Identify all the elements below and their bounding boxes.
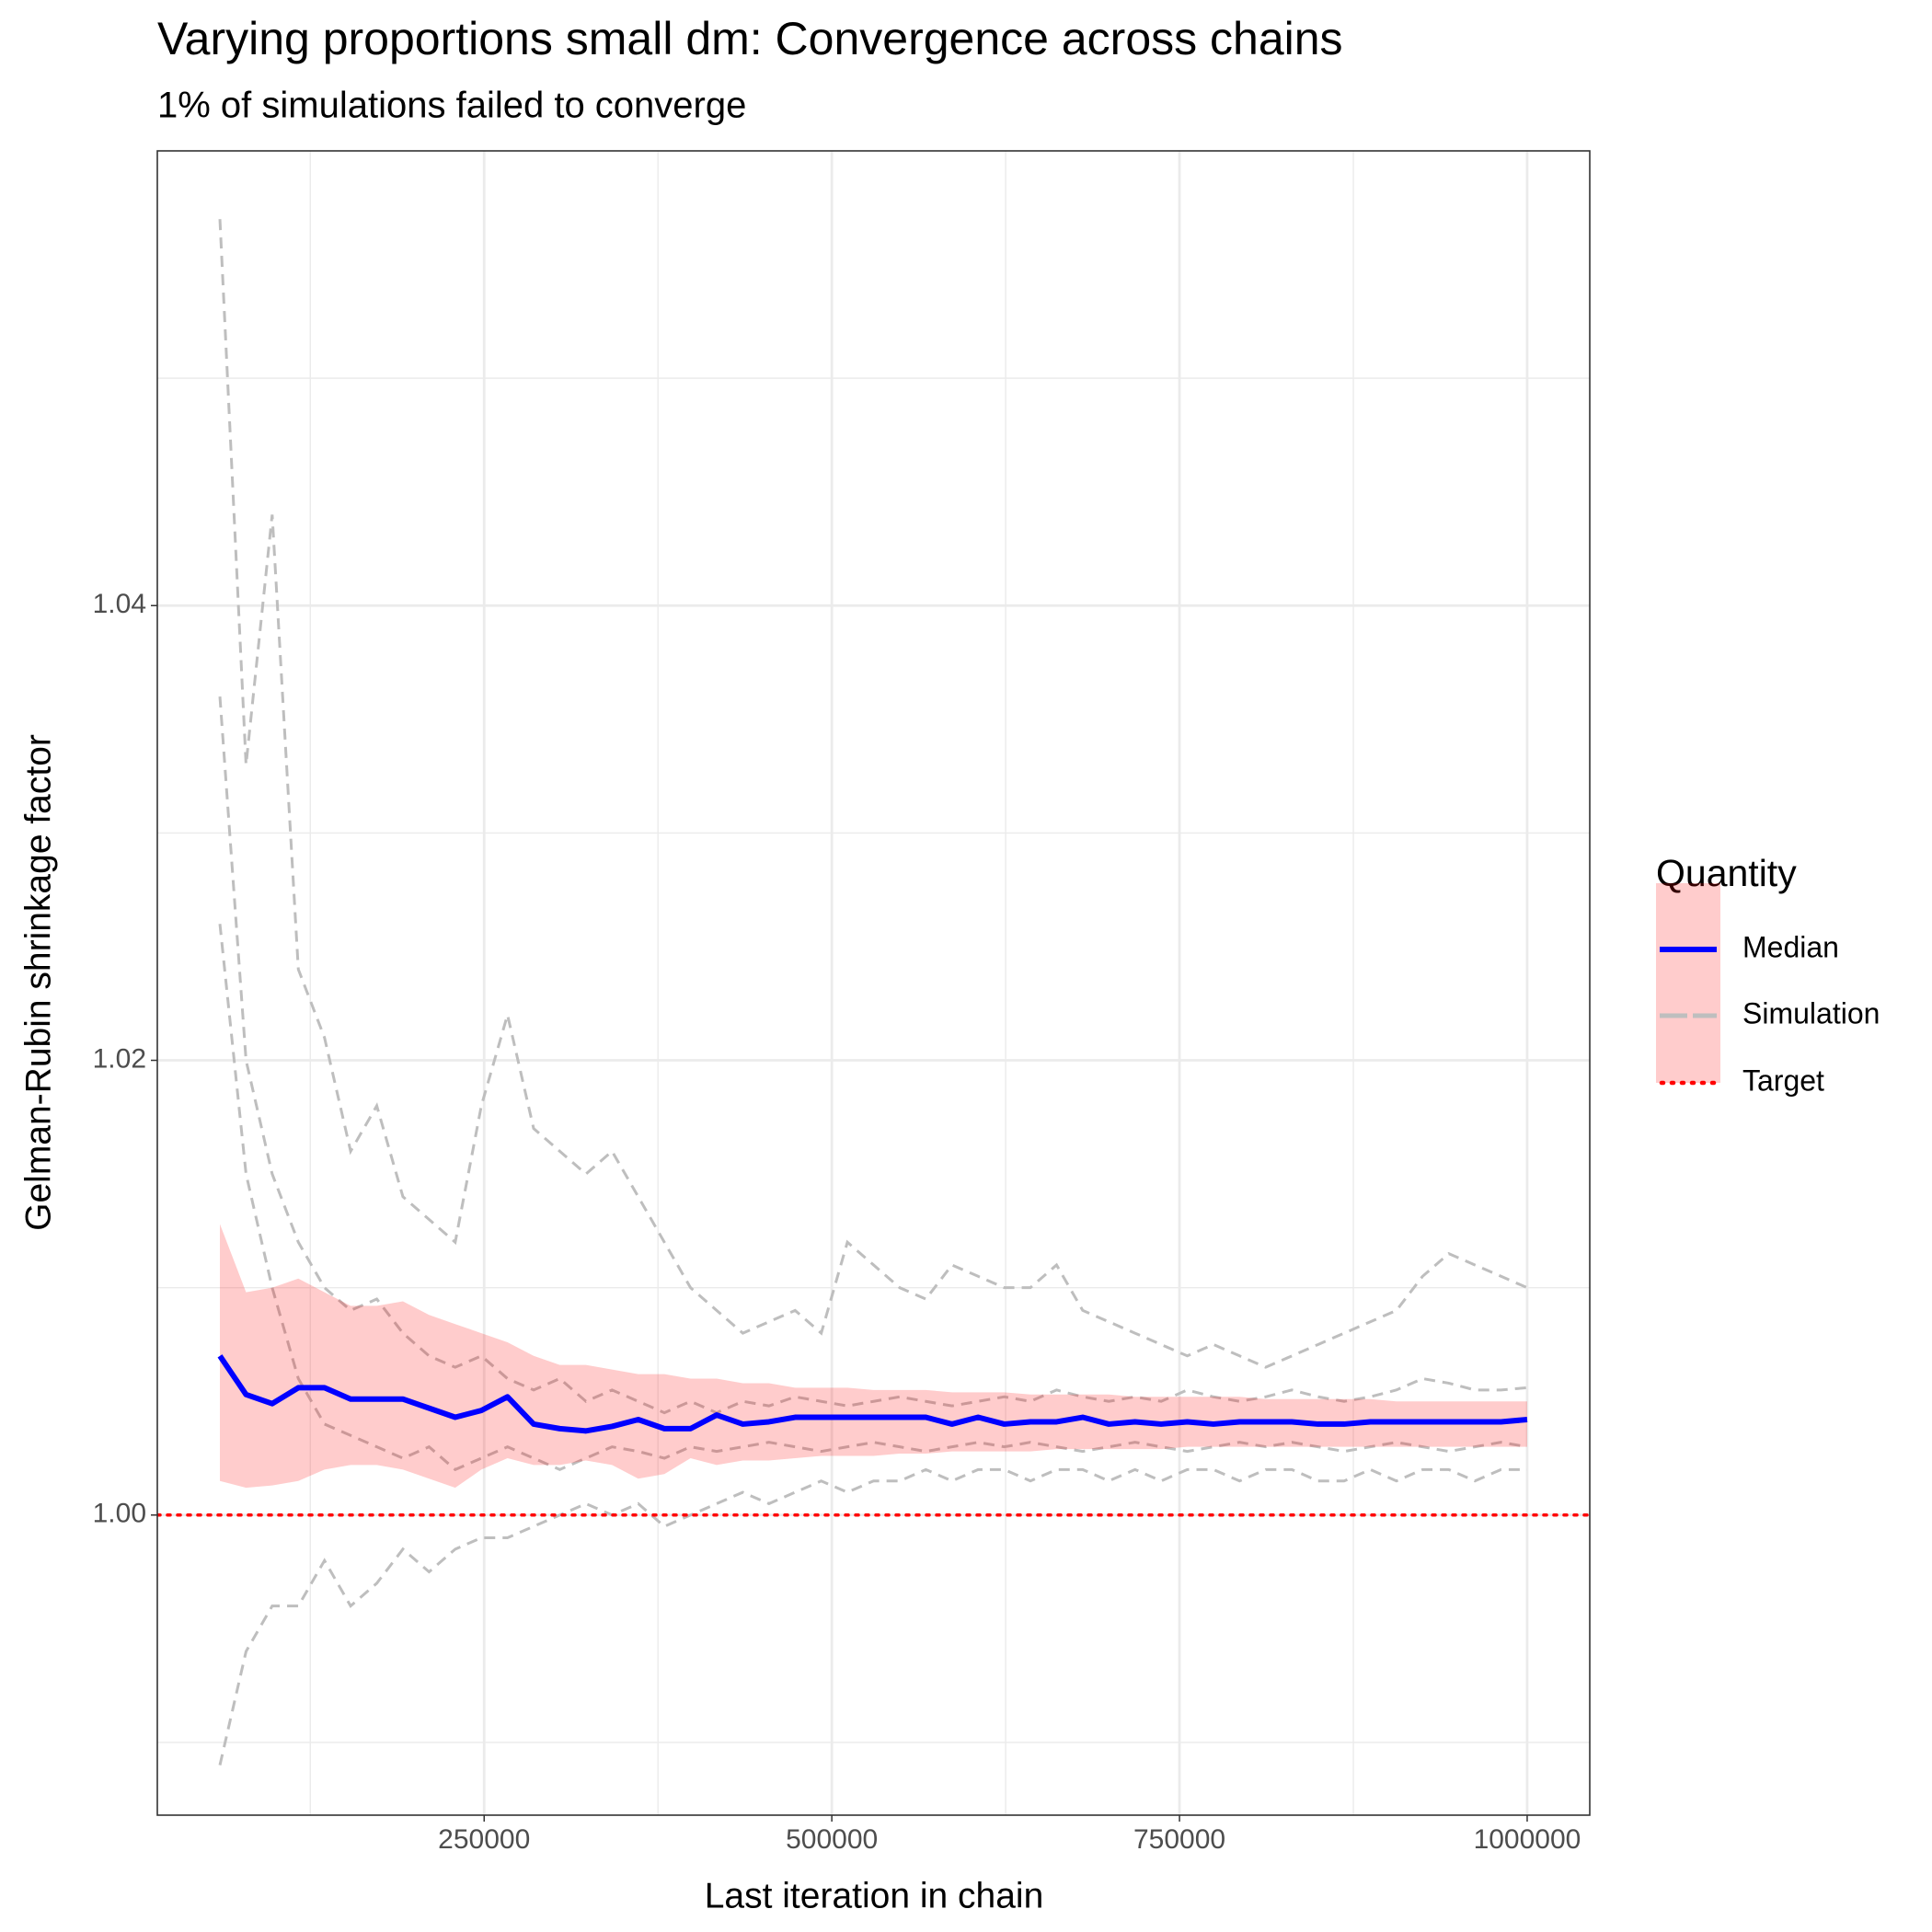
legend-title: Quantity bbox=[1656, 852, 1797, 894]
x-tick-label: 250000 bbox=[438, 1824, 530, 1855]
panel-background bbox=[157, 151, 1590, 1815]
panel-border bbox=[156, 150, 1591, 1816]
simulation-line bbox=[218, 696, 1528, 1415]
simulation-line bbox=[218, 1467, 1527, 1765]
x-tick-label: 500000 bbox=[786, 1824, 878, 1855]
y-tick-label: 1.02 bbox=[93, 1043, 146, 1074]
legend-key-ribbon bbox=[1656, 883, 1720, 1083]
legend-label: Simulation bbox=[1742, 996, 1880, 1029]
y-tick-label: 1.04 bbox=[93, 589, 146, 619]
y-axis-title: Gelman-Rubin shrinkage factor bbox=[18, 734, 58, 1231]
series-layer bbox=[157, 219, 1590, 1765]
x-axis-title: Last iteration in chain bbox=[705, 1876, 1044, 1915]
x-tick-label: 1000000 bbox=[1474, 1824, 1581, 1855]
x-tick-label: 750000 bbox=[1133, 1824, 1225, 1855]
legend-label: Median bbox=[1742, 930, 1839, 963]
legend-label: Target bbox=[1742, 1064, 1824, 1097]
y-tick-label: 1.00 bbox=[93, 1499, 146, 1529]
median-line bbox=[217, 1354, 1528, 1434]
plot-area: 250000 500000 750000 1000000 1.00 1.02 1.04 bbox=[93, 150, 1591, 1855]
chart-title: Varying proportions small dm: Convergenc… bbox=[157, 13, 1343, 64]
simulation-line bbox=[218, 219, 1528, 1369]
legend: Median Simulation Target bbox=[1656, 883, 1880, 1097]
chart-subtitle: 1% of simulations failed to converge bbox=[157, 86, 746, 126]
